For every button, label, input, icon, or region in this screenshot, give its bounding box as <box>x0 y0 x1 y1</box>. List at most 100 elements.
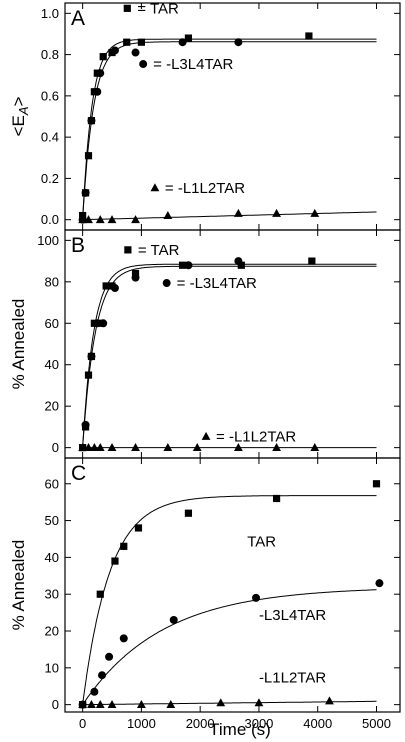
data-point-tar <box>84 152 93 160</box>
y-tick-label: 1.0 <box>41 6 59 21</box>
x-tick-label: 2000 <box>186 716 215 731</box>
y-tick-label: 60 <box>45 476 59 491</box>
y-tick-label: 0 <box>52 440 59 455</box>
data-point-l3l4tar <box>110 284 119 293</box>
data-point-l1l2tar <box>254 698 264 707</box>
data-point-l1l2tar <box>87 700 96 709</box>
data-point-tar <box>134 524 143 532</box>
y-tick-label: 10 <box>45 660 59 675</box>
data-point-l3l4tar <box>93 319 102 328</box>
x-tick-label: 4000 <box>303 716 332 731</box>
label-marker-l1l2tar <box>150 183 160 192</box>
y-axis-title: % Annealed <box>9 299 28 390</box>
data-point-l1l2tar <box>216 698 226 707</box>
panel-a: 0.0 0.2 0.4 0.6 0.8 1.0 A <EA> = TAR = -L3L4TAR = … <box>9 0 401 231</box>
data-point-tar <box>184 34 193 42</box>
data-point-l3l4tar <box>178 38 187 47</box>
data-point-l3l4tar <box>375 579 384 588</box>
data-point-l1l2tar <box>163 443 173 452</box>
y-tick-label: 0.8 <box>41 47 59 62</box>
y-tick-label: 50 <box>45 513 59 528</box>
label-marker-l3l4tar <box>139 60 148 69</box>
data-point-l1l2tar <box>310 443 320 452</box>
data-point-l1l2tar <box>192 443 202 452</box>
data-point-tar <box>305 32 313 40</box>
panel-letter: A <box>71 7 85 30</box>
x-tick-label: 0 <box>79 716 86 731</box>
fit-line-l3l4tar <box>82 265 377 448</box>
data-point-tar <box>372 480 381 488</box>
data-point-l3l4tar <box>119 634 128 643</box>
x-axis-title: Time (s) <box>209 720 271 739</box>
data-point-tar <box>120 542 128 550</box>
data-point-l3l4tar <box>252 593 261 602</box>
data-point-l1l2tar <box>233 208 243 217</box>
data-point-l1l2tar <box>131 443 140 452</box>
data-point-l1l2tar <box>84 443 93 452</box>
series-label-tar: = TAR <box>137 0 179 17</box>
data-point-l3l4tar <box>99 319 108 328</box>
y-tick-label: 0.4 <box>41 130 59 145</box>
data-point-l3l4tar <box>234 38 243 47</box>
x-tick-label: 1000 <box>127 716 156 731</box>
data-point-l3l4tar <box>81 420 90 429</box>
label-marker-tar <box>123 4 131 12</box>
y-tick-label: 60 <box>45 316 59 331</box>
panel-c: 0 10 20 30 40 50 60 0 1000 2000 3000 4000 5000 C % Ann… <box>9 457 401 731</box>
data-point-tar <box>102 282 110 290</box>
plot-frame <box>64 457 401 713</box>
data-point-l3l4tar <box>105 652 114 661</box>
data-point-tar <box>111 557 119 565</box>
data-point-tar <box>184 509 193 517</box>
fit-line-l3l4tar <box>82 589 377 705</box>
series-label-tar: = TAR <box>138 242 180 259</box>
label-marker-l3l4tar <box>162 279 171 288</box>
data-point-l1l2tar <box>163 210 173 219</box>
y-tick-label: 0 <box>52 697 59 712</box>
data-point-l1l2tar <box>272 208 281 217</box>
data-point-l1l2tar <box>95 700 105 709</box>
fit-line-l3l4tar <box>82 41 377 220</box>
data-point-tar <box>99 53 107 61</box>
data-point-l1l2tar <box>166 700 176 709</box>
y-tick-label: 40 <box>45 550 59 565</box>
data-point-l1l2tar <box>78 215 88 224</box>
data-point-tar <box>123 38 131 46</box>
data-point-l3l4tar <box>87 352 96 361</box>
series-label-tar: TAR <box>247 533 276 550</box>
series-label-l3l4tar: = -L3L4TAR <box>177 275 257 292</box>
y-tick-label: 20 <box>45 399 59 414</box>
y-tick-label: 30 <box>45 587 59 602</box>
data-point-tar <box>96 590 104 598</box>
y-tick-label: 80 <box>45 274 59 289</box>
series-label-l3l4tar: -L3L4TAR <box>259 607 326 624</box>
data-point-l1l2tar <box>84 215 93 224</box>
data-point-l1l2tar <box>107 443 117 452</box>
data-point-tar <box>131 269 140 278</box>
data-point-l3l4tar <box>93 87 102 96</box>
y-tick-label: 0.6 <box>41 88 59 103</box>
data-point-l1l2tar <box>107 700 117 709</box>
x-tick-label: 3000 <box>244 716 273 731</box>
data-point-l3l4tar <box>96 69 105 78</box>
data-point-l3l4tar <box>81 188 90 197</box>
y-tick-label: 20 <box>45 624 59 639</box>
data-point-l3l4tar <box>131 48 140 57</box>
fit-line-tar <box>82 263 377 448</box>
data-point-tar <box>308 257 316 265</box>
data-point-tar <box>272 494 281 503</box>
data-point-l1l2tar <box>131 215 140 224</box>
x-tick-label: 5000 <box>362 716 391 731</box>
panel-b: 0 20 40 60 80 100 B % Annealed = TAR = -L3L4TAR = … <box>9 229 401 459</box>
data-point-l1l2tar <box>78 443 88 452</box>
fit-line-tar <box>82 38 377 220</box>
data-point-l1l2tar <box>233 443 243 452</box>
y-tick-label: 0.2 <box>41 171 59 186</box>
data-point-l3l4tar <box>131 273 140 282</box>
data-point-l3l4tar <box>169 615 178 624</box>
series-label-l1l2tar: = -L1L2TAR <box>216 428 296 445</box>
data-point-l3l4tar <box>184 261 193 270</box>
fit-line-tar <box>82 495 377 705</box>
data-point-tar <box>237 261 245 269</box>
